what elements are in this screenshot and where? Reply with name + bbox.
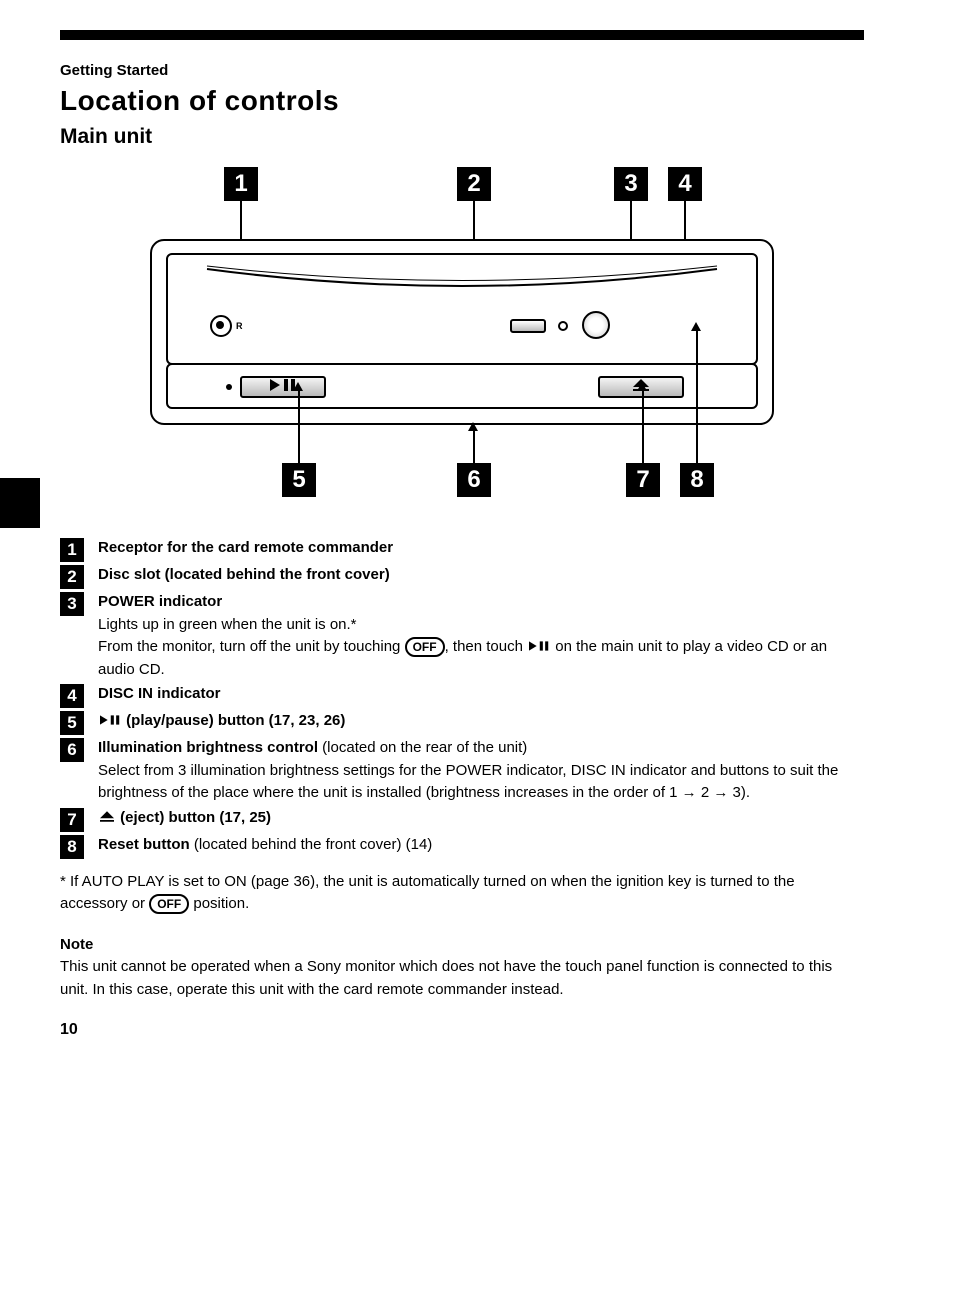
section-label: Getting Started xyxy=(60,62,864,79)
off-pill-icon: OFF xyxy=(405,637,445,657)
legend-num: 2 xyxy=(60,565,84,589)
callout-2: 2 xyxy=(457,167,491,201)
callout-5: 5 xyxy=(282,463,316,497)
legend-item-4: 4 DISC IN indicator xyxy=(60,683,864,708)
legend-text: Disc slot (located behind the front cove… xyxy=(98,564,864,587)
callout-6: 6 xyxy=(457,463,491,497)
eject-icon xyxy=(100,807,114,830)
legend-item-2: 2 Disc slot (located behind the front co… xyxy=(60,564,864,589)
page-title: Location of controls xyxy=(60,85,864,117)
legend-item-7: 7 (eject) button (17, 25) xyxy=(60,807,864,832)
legend-item-5: 5 (play/pause) button (17, 23, 26) xyxy=(60,710,864,735)
legend-text: DISC IN indicator xyxy=(98,683,864,706)
device-front-panel: R xyxy=(150,239,774,425)
legend-item-1: 1 Receptor for the card remote commander xyxy=(60,537,864,562)
play-pause-icon xyxy=(529,636,549,659)
legend-num: 4 xyxy=(60,684,84,708)
note-block: Note This unit cannot be operated when a… xyxy=(60,934,864,1002)
top-rule xyxy=(60,30,864,40)
note-body: This unit cannot be operated when a Sony… xyxy=(60,956,864,1001)
legend-list: 1 Receptor for the card remote commander… xyxy=(60,537,864,1001)
device-lower-panel xyxy=(166,363,758,409)
legend-text: (eject) button (17, 25) xyxy=(98,807,864,830)
legend-item-3: 3 POWER indicator Lights up in green whe… xyxy=(60,591,864,681)
legend-num: 3 xyxy=(60,592,84,616)
side-tab xyxy=(0,478,40,528)
legend-text: Reset button (located behind the front c… xyxy=(98,834,864,857)
callout-7: 7 xyxy=(626,463,660,497)
play-pause-icon xyxy=(100,710,120,733)
indicator-dot xyxy=(226,384,232,390)
subtitle: Main unit xyxy=(60,125,864,149)
legend-item-6: 6 Illumination brightness control (locat… xyxy=(60,737,864,805)
disc-in-indicator xyxy=(558,321,568,331)
legend-text: Illumination brightness control (located… xyxy=(98,737,864,805)
disc-slot xyxy=(202,263,722,303)
legend-num: 1 xyxy=(60,538,84,562)
device-diagram: 1 2 3 4 xyxy=(102,167,822,507)
legend-num: 8 xyxy=(60,835,84,859)
callout-4: 4 xyxy=(668,167,702,201)
legend-num: 6 xyxy=(60,738,84,762)
footnote: * If AUTO PLAY is set to ON (page 36), t… xyxy=(60,871,864,916)
legend-item-8: 8 Reset button (located behind the front… xyxy=(60,834,864,859)
callout-1: 1 xyxy=(224,167,258,201)
power-indicator xyxy=(510,319,546,333)
ir-receptor-icon xyxy=(210,315,232,337)
off-pill-icon: OFF xyxy=(149,894,189,914)
play-pause-button[interactable] xyxy=(240,376,326,398)
legend-text: POWER indicator Lights up in green when … xyxy=(98,591,864,681)
legend-num: 7 xyxy=(60,808,84,832)
note-title: Note xyxy=(60,934,864,957)
device-upper-panel: R xyxy=(166,253,758,365)
callout-3: 3 xyxy=(614,167,648,201)
legend-num: 5 xyxy=(60,711,84,735)
callout-8: 8 xyxy=(680,463,714,497)
reset-button[interactable] xyxy=(582,311,610,339)
ir-label: R xyxy=(236,321,243,331)
page-number: 10 xyxy=(60,1021,78,1039)
legend-text: Receptor for the card remote commander xyxy=(98,537,864,560)
legend-text: (play/pause) button (17, 23, 26) xyxy=(98,710,864,733)
